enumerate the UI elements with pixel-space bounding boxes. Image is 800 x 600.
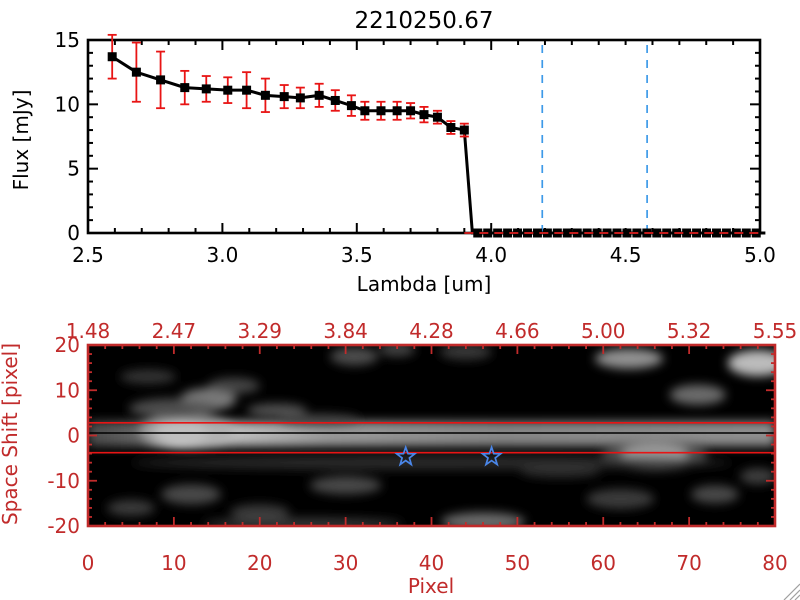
shift-tick-label: -20 bbox=[47, 514, 80, 538]
shift-tick-label: 10 bbox=[55, 378, 80, 402]
wavelength-tick-label: 5.32 bbox=[667, 319, 712, 343]
x-tick-label: 3.0 bbox=[206, 243, 238, 267]
shift-tick-label: 0 bbox=[67, 424, 80, 448]
wavelength-tick-label: 5.00 bbox=[581, 319, 626, 343]
y-tick-label: 0 bbox=[67, 221, 80, 245]
x-tick-label: 2.5 bbox=[72, 243, 104, 267]
pixel-tick-label: 60 bbox=[591, 551, 616, 575]
flux-spectrum-chart: 2.5 3.0 3.5 4.0 4.5 5.0 0 5 10 15 2210250.67 Lamb… bbox=[9, 8, 776, 296]
axes-frame bbox=[86, 38, 762, 235]
error-bars bbox=[107, 33, 469, 138]
x-tick-label: 3.5 bbox=[341, 243, 373, 267]
pixel-tick-label: 10 bbox=[161, 551, 186, 575]
pixel-tick-label: 40 bbox=[419, 551, 444, 575]
chart-title: 2210250.67 bbox=[354, 8, 493, 34]
wavelength-tick-label: 1.48 bbox=[66, 319, 111, 343]
star-marker bbox=[394, 444, 418, 467]
x-tick-label: 5.0 bbox=[744, 243, 776, 267]
pixel-tick-label: 30 bbox=[333, 551, 358, 575]
wavelength-tick-label: 3.84 bbox=[323, 319, 368, 343]
star-marker bbox=[480, 444, 504, 467]
pixel-tick-label: 70 bbox=[676, 551, 701, 575]
resize-grip-icon bbox=[783, 583, 800, 600]
top-yaxis-label: Flux [mJy] bbox=[9, 90, 33, 191]
bottom-yaxis-label: Space Shift [pixel] bbox=[0, 343, 22, 525]
spatial-spectrum-plot-area: 1.48 2.47 3.29 3.84 4.28 4.66 5.00 5.32 5.55 0 10 2… bbox=[47, 319, 797, 575]
wavelength-tick-label: 5.55 bbox=[753, 319, 798, 343]
image-axis-ticks bbox=[87, 344, 776, 527]
pixel-tick-label: 80 bbox=[762, 551, 787, 575]
y-tick-label: 10 bbox=[55, 92, 80, 116]
wavelength-tick-label: 3.29 bbox=[237, 319, 282, 343]
wavelength-tick-label: 4.28 bbox=[409, 319, 454, 343]
wavelength-tick-label: 4.66 bbox=[495, 319, 540, 343]
window-resize-grip[interactable] bbox=[782, 582, 800, 600]
flux-spectrum-plot-area: 2.5 3.0 3.5 4.0 4.5 5.0 0 5 10 15 bbox=[55, 28, 776, 267]
spectrum-line bbox=[111, 55, 766, 235]
shift-tick-label: 20 bbox=[55, 333, 80, 357]
x-tick-label: 4.0 bbox=[475, 243, 507, 267]
spatial-spectrum-image-chart: 1.48 2.47 3.29 3.84 4.28 4.66 5.00 5.32 5.55 0 10 2… bbox=[0, 319, 797, 598]
wavelength-tick-label: 2.47 bbox=[152, 319, 197, 343]
pixel-tick-label: 20 bbox=[247, 551, 272, 575]
y-tick-label: 5 bbox=[67, 157, 80, 181]
x-tick-label: 4.5 bbox=[610, 243, 642, 267]
axis-ticks bbox=[87, 39, 761, 234]
pixel-tick-label: 50 bbox=[505, 551, 530, 575]
top-xaxis-label: Lambda [um] bbox=[357, 272, 492, 296]
shift-tick-label: -10 bbox=[47, 469, 80, 493]
bottom-xaxis-label: Pixel bbox=[408, 574, 454, 598]
y-tick-label: 15 bbox=[55, 28, 80, 52]
pixel-tick-label: 0 bbox=[82, 551, 95, 575]
